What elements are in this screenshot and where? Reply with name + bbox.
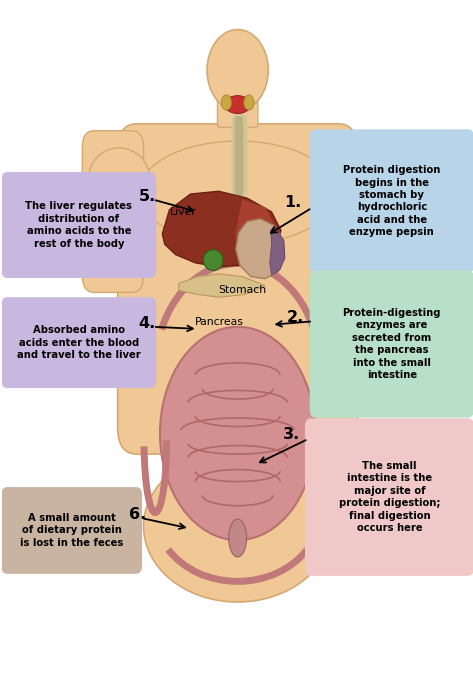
Text: 5.: 5. bbox=[139, 189, 156, 204]
Text: A small amount
of dietary protein
is lost in the feces: A small amount of dietary protein is los… bbox=[20, 513, 123, 548]
FancyBboxPatch shape bbox=[82, 131, 143, 292]
Text: 2.: 2. bbox=[287, 310, 304, 325]
Ellipse shape bbox=[225, 96, 251, 114]
Ellipse shape bbox=[160, 327, 315, 540]
FancyBboxPatch shape bbox=[1, 487, 142, 574]
Ellipse shape bbox=[221, 95, 232, 110]
Text: 6.: 6. bbox=[129, 507, 147, 522]
Polygon shape bbox=[236, 219, 285, 279]
Ellipse shape bbox=[207, 30, 268, 111]
Ellipse shape bbox=[229, 519, 246, 557]
Text: 1.: 1. bbox=[285, 195, 302, 211]
Polygon shape bbox=[162, 191, 281, 267]
Text: Absorbed amino
acids enter the blood
and travel to the liver: Absorbed amino acids enter the blood and… bbox=[17, 325, 140, 360]
Text: The small
intestine is the
major site of
protein digestion;
final digestion
occu: The small intestine is the major site of… bbox=[339, 461, 440, 533]
FancyBboxPatch shape bbox=[310, 129, 473, 273]
Polygon shape bbox=[270, 226, 285, 275]
Ellipse shape bbox=[203, 250, 223, 270]
FancyBboxPatch shape bbox=[305, 418, 473, 576]
Text: The liver regulates
distribution of
amino acids to the
rest of the body: The liver regulates distribution of amin… bbox=[26, 202, 132, 248]
FancyBboxPatch shape bbox=[218, 76, 258, 127]
Text: Pancreas: Pancreas bbox=[195, 317, 244, 327]
Polygon shape bbox=[179, 274, 265, 297]
Text: 3.: 3. bbox=[283, 427, 300, 442]
FancyBboxPatch shape bbox=[1, 172, 156, 278]
Text: Liver: Liver bbox=[170, 207, 197, 217]
Ellipse shape bbox=[143, 451, 332, 602]
Ellipse shape bbox=[139, 141, 336, 244]
Ellipse shape bbox=[244, 95, 254, 110]
FancyBboxPatch shape bbox=[1, 297, 156, 388]
Text: Protein digestion
begins in the
stomach by
hydrochloric
acid and the
enzyme peps: Protein digestion begins in the stomach … bbox=[343, 165, 440, 237]
Polygon shape bbox=[235, 200, 275, 263]
FancyBboxPatch shape bbox=[310, 270, 473, 418]
Text: Protein-digesting
enzymes are
secreted from
the pancreas
into the small
intestin: Protein-digesting enzymes are secreted f… bbox=[342, 308, 441, 380]
Text: 4.: 4. bbox=[139, 316, 156, 331]
FancyBboxPatch shape bbox=[118, 124, 358, 454]
Ellipse shape bbox=[326, 148, 387, 210]
FancyBboxPatch shape bbox=[332, 131, 393, 292]
Text: Stomach: Stomach bbox=[219, 286, 266, 295]
Ellipse shape bbox=[88, 148, 149, 210]
